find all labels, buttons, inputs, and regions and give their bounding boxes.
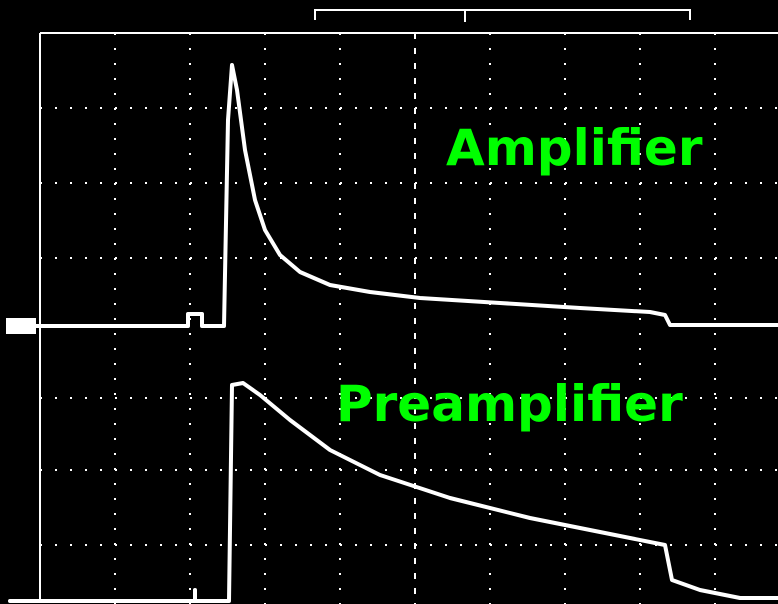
amplifier-label: Amplifier <box>446 119 703 177</box>
background <box>0 0 778 604</box>
oscilloscope-screen: Amplifier Preamplifier <box>0 0 778 604</box>
channel-marker <box>6 318 36 334</box>
preamplifier-label: Preamplifier <box>336 375 683 433</box>
